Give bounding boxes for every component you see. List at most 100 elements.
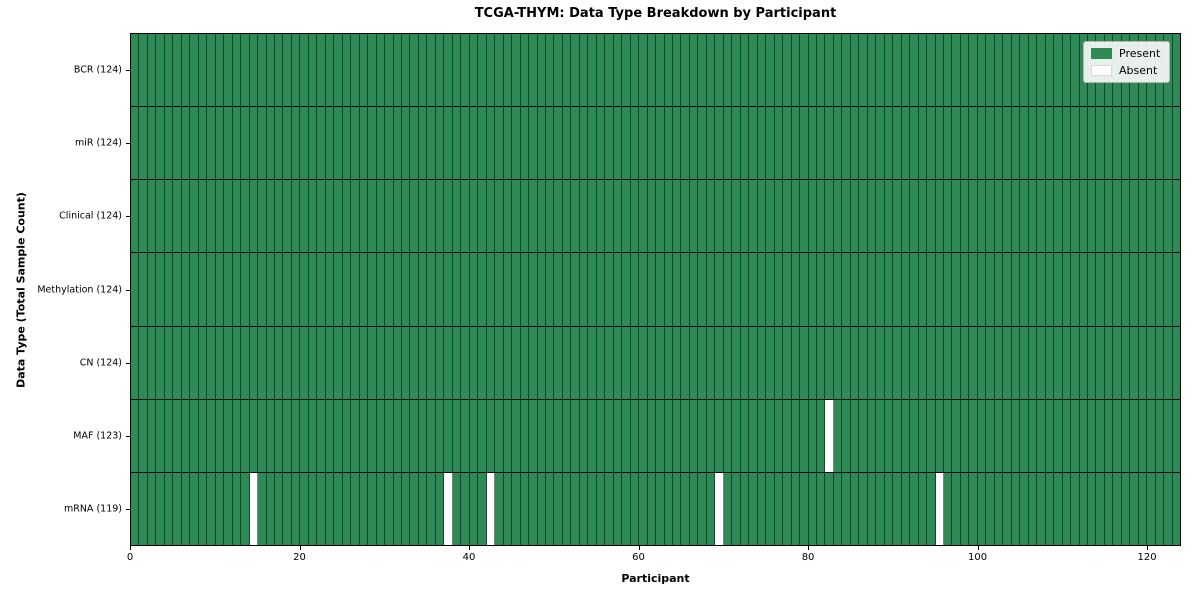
cell-present: [241, 107, 250, 180]
cell-present: [147, 253, 157, 326]
cell-present: [291, 326, 301, 399]
cell-present: [1071, 253, 1080, 326]
cell-present: [291, 107, 301, 180]
cell-present: [986, 107, 995, 180]
cell-present: [986, 253, 995, 326]
cell-present: [1079, 326, 1088, 399]
cell-present: [1045, 34, 1055, 107]
cell-present: [427, 34, 436, 107]
cell-present: [918, 34, 928, 107]
cell-present: [757, 253, 767, 326]
legend-entry-absent: Absent: [1091, 64, 1160, 77]
cell-absent: [715, 472, 724, 545]
cell-present: [537, 399, 546, 472]
cell-present: [969, 107, 978, 180]
cell-present: [478, 107, 487, 180]
cell-present: [867, 180, 877, 253]
cell-present: [232, 180, 242, 253]
cell-present: [181, 399, 191, 472]
cell-present: [952, 34, 961, 107]
cell-present: [444, 34, 453, 107]
legend-label: Present: [1119, 47, 1161, 60]
cell-present: [994, 399, 1004, 472]
cell-present: [427, 326, 436, 399]
row-mir: [131, 107, 1181, 181]
cell-present: [139, 180, 148, 253]
cell-present: [529, 107, 538, 180]
cell-present: [1164, 472, 1173, 545]
cell-present: [664, 326, 673, 399]
cell-present: [173, 399, 182, 472]
cell-present: [749, 472, 758, 545]
cell-present: [1079, 180, 1088, 253]
cell-present: [800, 399, 809, 472]
cell-present: [461, 107, 470, 180]
cell-present: [410, 399, 419, 472]
cell-present: [664, 180, 673, 253]
cell-present: [1079, 107, 1088, 180]
cell-present: [537, 34, 546, 107]
x-tick-label: 100: [968, 552, 988, 563]
cell-present: [732, 253, 741, 326]
cell-present: [808, 180, 817, 253]
cell-present: [681, 34, 690, 107]
cell-present: [469, 326, 479, 399]
cell-present: [647, 472, 657, 545]
cell-present: [867, 34, 877, 107]
cell-present: [1096, 326, 1105, 399]
cell-present: [859, 107, 868, 180]
cell-present: [766, 326, 775, 399]
cell-present: [893, 107, 902, 180]
cell-present: [740, 107, 750, 180]
cell-present: [952, 399, 961, 472]
cell-present: [139, 253, 148, 326]
legend-entry-present: Present: [1091, 47, 1160, 60]
cell-present: [537, 472, 546, 545]
cell-present: [867, 472, 877, 545]
cell-present: [266, 34, 275, 107]
cell-present: [325, 326, 335, 399]
cell-present: [207, 107, 216, 180]
cell-present: [1020, 326, 1029, 399]
cell-present: [325, 34, 335, 107]
cell-present: [410, 253, 419, 326]
cell-present: [842, 253, 851, 326]
cell-present: [596, 326, 606, 399]
cell-present: [190, 253, 199, 326]
cell-present: [588, 180, 597, 253]
cell-present: [215, 326, 225, 399]
cell-present: [224, 253, 233, 326]
cell-present: [427, 253, 436, 326]
cell-present: [351, 34, 360, 107]
cell-present: [1113, 180, 1122, 253]
cell-present: [825, 326, 834, 399]
cell-present: [1087, 253, 1097, 326]
cell-present: [901, 34, 911, 107]
cell-present: [927, 326, 936, 399]
cell-present: [986, 399, 995, 472]
cell-present: [732, 472, 741, 545]
cell-present: [198, 326, 208, 399]
y-tick-mark: [126, 436, 130, 438]
cell-present: [1079, 472, 1088, 545]
cell-present: [325, 253, 335, 326]
cell-present: [884, 34, 894, 107]
cell-present: [427, 472, 436, 545]
cell-present: [461, 472, 470, 545]
cell-present: [605, 253, 614, 326]
cell-present: [1087, 472, 1097, 545]
cell-present: [164, 399, 174, 472]
cell-present: [198, 180, 208, 253]
cell-present: [300, 253, 309, 326]
cell-present: [774, 34, 784, 107]
cell-present: [571, 107, 580, 180]
cell-present: [571, 326, 580, 399]
cell-present: [520, 472, 530, 545]
cell-present: [1037, 253, 1046, 326]
cell-present: [1096, 472, 1105, 545]
cell-present: [469, 107, 479, 180]
cell-present: [1172, 34, 1181, 107]
cell-present: [181, 253, 191, 326]
cell-present: [308, 180, 318, 253]
y-tick-label-mir: miR (124): [74, 137, 122, 149]
